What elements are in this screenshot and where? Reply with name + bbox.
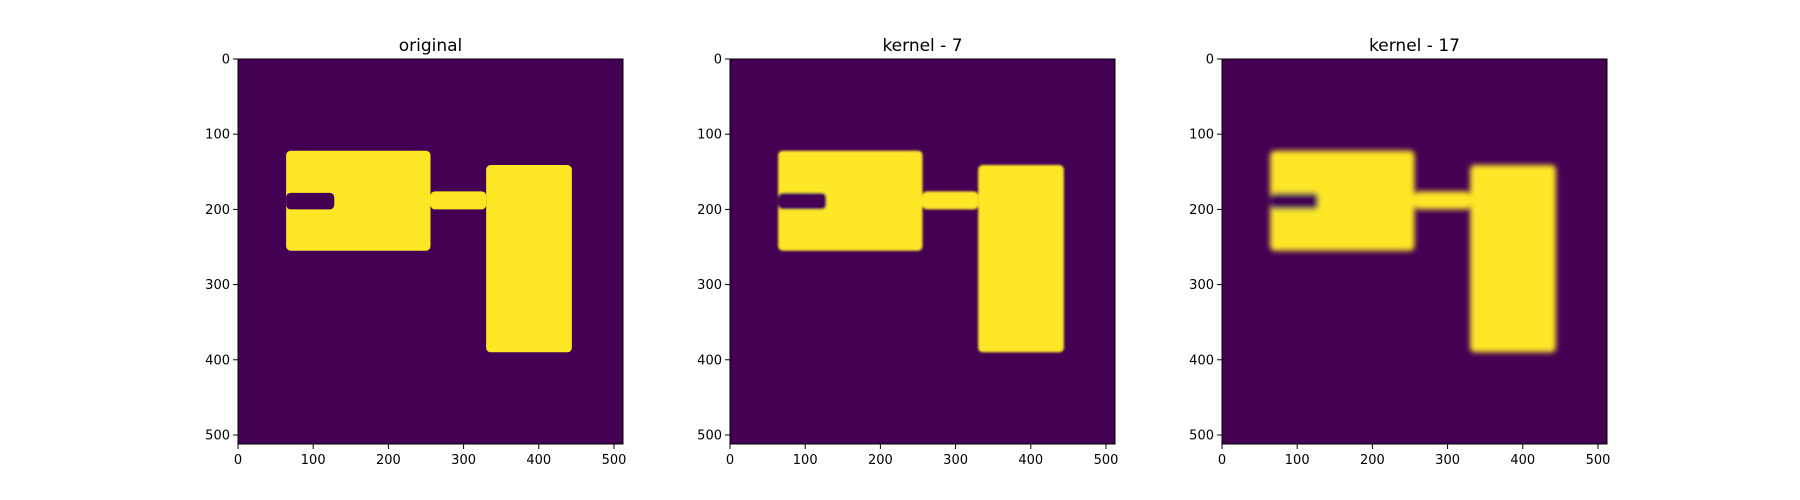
panel-1-ytick-label: 500 [205, 428, 230, 443]
panel-3-ytick-label: 300 [1189, 278, 1214, 293]
panel-1-ytick-label: 0 [222, 53, 230, 68]
panel-2: kernel - 7 0 100 200 300 400 500 0 100 200 300 400 5… [697, 36, 1118, 468]
panel-1-ytick-label: 300 [205, 278, 230, 293]
panel-2-ytick-label: 0 [714, 53, 722, 68]
panel-3-ytick-label: 200 [1189, 203, 1214, 218]
panel-1-xtick-label: 400 [526, 453, 551, 468]
panel-2-xtick-label: 400 [1018, 453, 1043, 468]
panel-2-xtick-label: 100 [793, 453, 818, 468]
panel-1-title: original [399, 36, 463, 56]
panel-2-shape-right-block [978, 165, 1064, 353]
panel-1-ytick-label: 400 [205, 353, 230, 368]
panel-2-image [730, 59, 1115, 444]
panel-3-shape-left-notch [1270, 192, 1319, 210]
panel-3-shape-left-block [1270, 150, 1415, 251]
panel-3-title: kernel - 17 [1369, 36, 1460, 56]
panel-3-ytick-label: 100 [1189, 128, 1214, 143]
panel-1-xtick-label: 0 [234, 453, 242, 468]
panel-3-shape-connector-bar [1414, 191, 1471, 210]
panel-1-shape-left-notch [286, 192, 335, 210]
panel-1-xtick-label: 100 [301, 453, 326, 468]
panel-3-xtick-label: 300 [1435, 453, 1460, 468]
panel-3-xtick-label: 200 [1360, 453, 1385, 468]
panel-2-xtick-label: 200 [868, 453, 893, 468]
panel-3: kernel - 17 0 100 200 300 400 500 0 100 200 300 400… [1189, 36, 1610, 468]
panel-1-ytick-label: 100 [205, 128, 230, 143]
panel-2-shape-connector-bar [922, 191, 979, 210]
panel-2-xtick-label: 0 [726, 453, 734, 468]
panel-3-shape-right-block [1470, 165, 1556, 353]
panel-3-image [1222, 59, 1607, 444]
panel-2-xtick-label: 500 [1094, 453, 1119, 468]
panel-2-ytick-label: 200 [697, 203, 722, 218]
panel-1-shape-connector-bar [430, 191, 487, 210]
panel-2-xtick-label: 300 [943, 453, 968, 468]
panel-1-frame [237, 58, 624, 445]
panel-2-title: kernel - 7 [882, 36, 962, 56]
panel-3-ytick-label: 0 [1206, 53, 1214, 68]
panel-2-shape-left-notch [778, 192, 827, 210]
panel-3-xtick-label: 100 [1285, 453, 1310, 468]
panel-1-xtick-label: 500 [602, 453, 627, 468]
panel-3-frame [1221, 58, 1608, 445]
panel-2-ytick-label: 500 [697, 428, 722, 443]
panel-2-ytick-label: 100 [697, 128, 722, 143]
panel-1: original 0 100 200 300 400 500 0 100 200 300 400 500 [205, 36, 626, 468]
panel-3-xtick-label: 0 [1218, 453, 1226, 468]
panel-1-xtick-label: 300 [451, 453, 476, 468]
panel-1-shape-left-block [286, 150, 431, 251]
panel-2-shape-left-block [778, 150, 923, 251]
panel-3-ytick-label: 400 [1189, 353, 1214, 368]
panel-3-xtick-label: 400 [1510, 453, 1535, 468]
panel-3-ytick-label: 500 [1189, 428, 1214, 443]
panel-1-ytick-label: 200 [205, 203, 230, 218]
panel-1-shape-right-block [486, 165, 572, 353]
panel-1-image [238, 59, 623, 444]
panel-2-ytick-label: 400 [697, 353, 722, 368]
panel-1-xtick-label: 200 [376, 453, 401, 468]
panel-2-frame [729, 58, 1116, 445]
panel-3-xtick-label: 500 [1586, 453, 1611, 468]
panel-2-ytick-label: 300 [697, 278, 722, 293]
